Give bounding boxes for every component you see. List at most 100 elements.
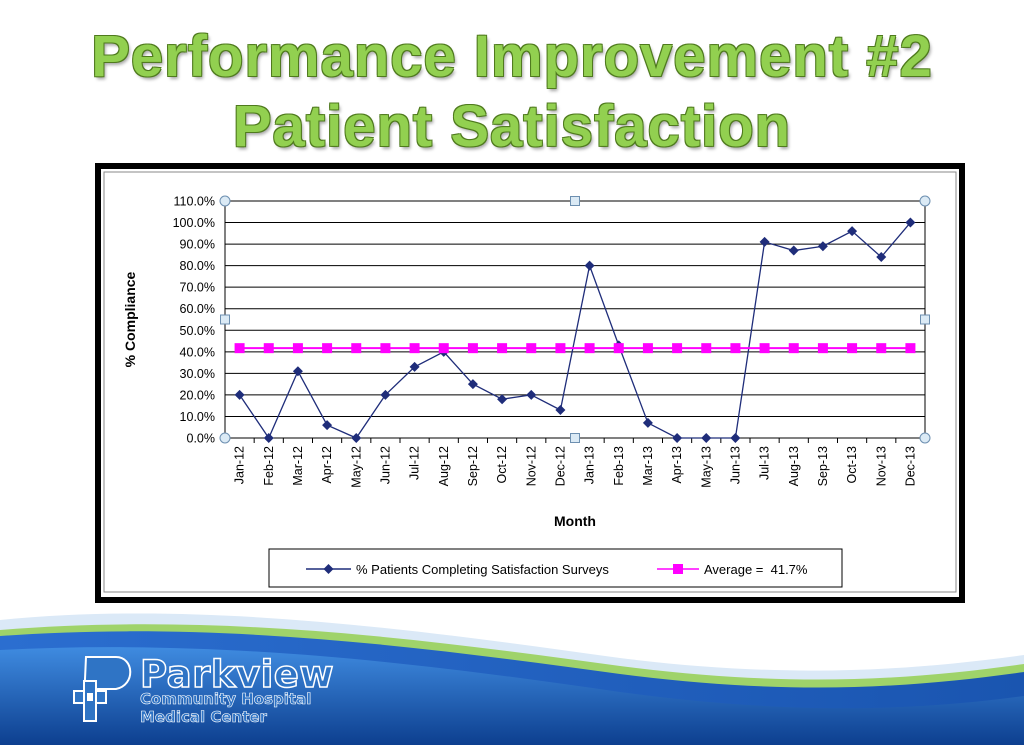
x-tick-label: May-13	[699, 446, 713, 488]
x-tick-label: Nov-13	[874, 446, 888, 486]
average-point	[642, 343, 653, 354]
series-line-1	[239, 222, 911, 440]
selection-handles	[219, 195, 931, 444]
x-tick-label: Mar-12	[291, 446, 305, 486]
legend: % Patients Completing Satisfaction Surve…	[268, 548, 843, 588]
x-tick-label: Aug-12	[437, 446, 451, 486]
y-tick-label: 40.0%	[180, 345, 215, 359]
y-tick-labels: 0.0% 10.0% 20.0% 30.0% 40.0% 50.0% 60.0% 70.0% 8…	[173, 195, 215, 446]
average-point	[613, 343, 624, 354]
data-point	[788, 245, 799, 256]
data-point	[322, 420, 333, 431]
data-point	[555, 404, 566, 415]
data-point	[380, 389, 391, 400]
average-point	[555, 343, 566, 354]
average-point	[292, 343, 303, 354]
average-point	[584, 343, 595, 354]
y-tick-label: 30.0%	[180, 367, 215, 381]
logo-mark-icon	[73, 656, 132, 722]
y-tick-label: 0.0%	[187, 432, 216, 446]
x-tick-label: Sep-13	[816, 446, 830, 486]
data-point	[817, 241, 828, 252]
x-tick-label: Dec-12	[553, 446, 567, 486]
data-point	[905, 217, 916, 228]
chart-frame: 0.0% 10.0% 20.0% 30.0% 40.0% 50.0% 60.0% 70.0% 8…	[95, 163, 965, 603]
x-tick-label: Jan-12	[233, 446, 247, 484]
data-point	[526, 389, 537, 400]
logo-line-3: Medical Center	[140, 708, 268, 726]
x-tick-label: Jun-13	[728, 446, 742, 484]
data-point	[847, 226, 858, 237]
y-tick-label: 90.0%	[180, 238, 215, 252]
x-tick-label: Feb-13	[612, 446, 626, 486]
data-point	[234, 389, 245, 400]
average-point	[351, 343, 362, 354]
chart-area-border	[103, 171, 957, 593]
y-tick-label: 70.0%	[180, 281, 215, 295]
corner-handle	[219, 195, 231, 207]
logo-name: Parkview	[139, 653, 335, 696]
average-point	[701, 343, 712, 354]
slide-title: Performance Improvement #2 Patient Satis…	[0, 22, 1024, 162]
x-tick-label: Nov-12	[524, 446, 538, 486]
average-point	[672, 343, 683, 354]
x-tick-label: Apr-13	[670, 446, 684, 484]
y-tick-label: 50.0%	[180, 324, 215, 338]
y-tick-label: 100.0%	[173, 216, 215, 230]
data-point	[876, 252, 887, 263]
x-tick-label: Feb-12	[262, 446, 276, 486]
average-point	[847, 343, 858, 354]
average-point	[438, 343, 449, 354]
edge-handle	[920, 314, 930, 325]
x-tick-label: Mar-13	[641, 446, 655, 486]
x-tick-label: Oct-12	[495, 446, 509, 484]
average-point	[322, 343, 333, 354]
corner-handle	[919, 432, 931, 444]
average-point	[788, 343, 799, 354]
title-line-1: Performance Improvement #2	[91, 24, 933, 89]
data-point	[409, 361, 420, 372]
data-point	[467, 379, 478, 390]
series-layer	[234, 217, 916, 443]
legend-series-1-label: % Patients Completing Satisfaction Surve…	[356, 562, 609, 577]
average-point	[759, 343, 770, 354]
data-point	[759, 236, 770, 247]
legend-series-2-marker	[673, 564, 683, 574]
x-axis-label: Month	[554, 513, 596, 529]
corner-handle	[919, 195, 931, 207]
data-point	[672, 433, 683, 443]
data-point	[263, 433, 274, 443]
data-point	[584, 260, 595, 271]
edge-handle	[220, 314, 230, 325]
y-tick-label: 20.0%	[180, 388, 215, 402]
legend-series-2-label: Average = 41.7%	[704, 562, 808, 577]
x-tick-label: Dec-13	[903, 446, 917, 486]
data-point	[351, 433, 362, 443]
y-tick-label: 110.0%	[174, 195, 215, 209]
data-point	[497, 394, 508, 405]
x-tick-label: Sep-12	[466, 446, 480, 486]
swoosh-dark-band	[0, 647, 1024, 745]
corner-handle	[219, 432, 231, 444]
legend-series-1-marker	[323, 564, 334, 574]
legend-box	[268, 548, 843, 588]
average-point	[497, 343, 508, 354]
edge-handle	[570, 196, 580, 206]
average-point	[263, 343, 274, 354]
edge-handle	[570, 433, 580, 443]
y-tick-label: 60.0%	[180, 302, 215, 316]
average-point	[526, 343, 537, 354]
x-tick-label: Oct-13	[845, 446, 859, 484]
average-point	[380, 343, 391, 354]
average-point	[409, 343, 420, 354]
data-point	[642, 417, 653, 428]
x-tick-labels: Jan-12 Feb-12 Mar-12 Apr-12 May-12 Jun-12 Jul-…	[233, 446, 918, 488]
average-point	[234, 343, 245, 354]
average-point	[905, 343, 916, 354]
x-tick-label: Jul-13	[758, 446, 772, 480]
y-axis-label: % Compliance	[122, 271, 138, 367]
x-tick-label: Apr-12	[320, 446, 334, 484]
title-line-2: Patient Satisfaction	[232, 94, 792, 159]
hospital-logo: Parkview Community Hospital Medical Cent…	[68, 653, 348, 730]
data-point	[292, 366, 303, 377]
